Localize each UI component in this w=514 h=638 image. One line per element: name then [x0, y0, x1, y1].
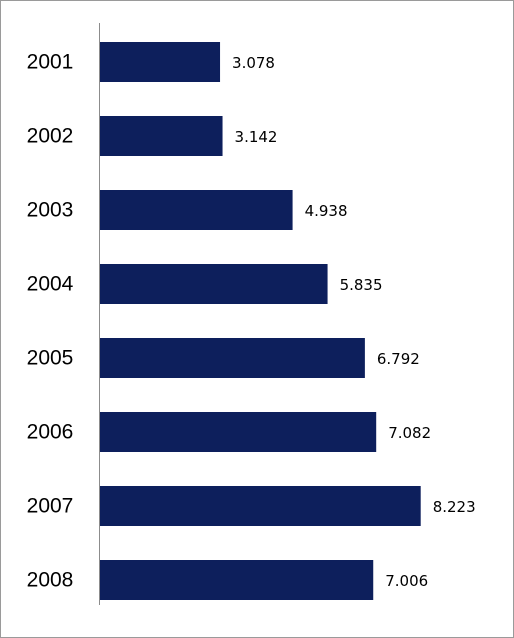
category-label-2001: 2001: [27, 51, 74, 74]
value-label-2004: 5.835: [340, 276, 383, 294]
value-label-2007: 8.223: [433, 498, 476, 516]
value-label-2003: 4.938: [305, 202, 348, 220]
bar-2002: [100, 116, 223, 156]
category-label-2007: 2007: [27, 495, 74, 518]
category-label-2002: 2002: [27, 125, 74, 148]
value-label-2001: 3.078: [232, 54, 275, 72]
bar-2007: [100, 486, 421, 526]
bars-layer: [100, 42, 421, 600]
category-label-2003: 2003: [27, 199, 74, 222]
category-label-2006: 2006: [27, 421, 74, 444]
bar-2006: [100, 412, 377, 452]
value-label-2008: 7.006: [385, 572, 428, 590]
bar-2001: [100, 42, 221, 82]
value-label-2002: 3.142: [235, 128, 278, 146]
value-label-2005: 6.792: [377, 350, 420, 368]
category-label-2005: 2005: [27, 347, 74, 370]
bar-2003: [100, 190, 293, 230]
value-label-2006: 7.082: [388, 424, 431, 442]
bar-2005: [100, 338, 365, 378]
bar-2008: [100, 560, 374, 600]
bar-2004: [100, 264, 328, 304]
category-label-2004: 2004: [27, 273, 74, 296]
category-label-2008: 2008: [27, 569, 74, 592]
labels-layer: 2001 3.078 2002 3.142 2003 4.938 2004 5.835 2005…: [27, 51, 476, 592]
